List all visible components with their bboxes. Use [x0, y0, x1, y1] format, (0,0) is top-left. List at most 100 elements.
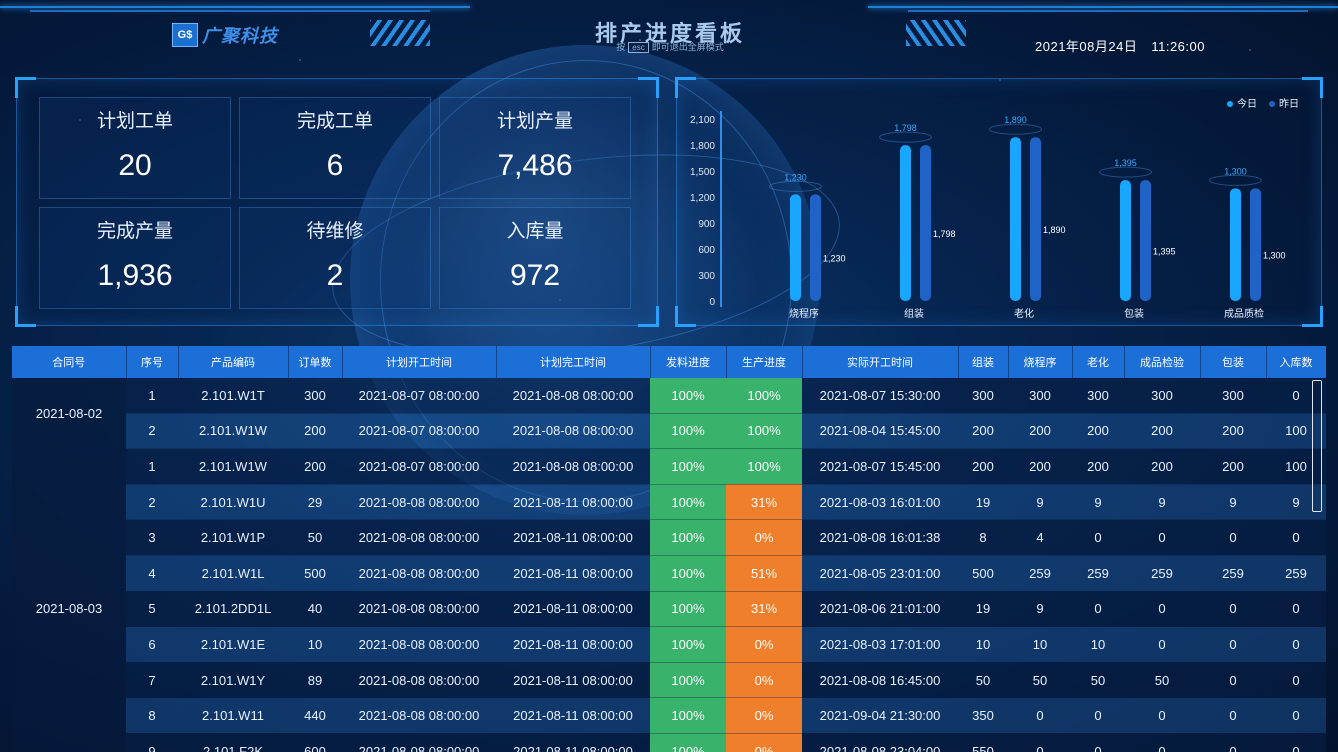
stat-value: 7,486 [497, 149, 573, 182]
header-stripes-right [906, 20, 966, 46]
y-tick-label: 1,500 [690, 167, 715, 178]
column-header[interactable]: 订单数 [288, 346, 343, 378]
table-cell: 2.101.W1W [178, 413, 288, 450]
logo: G$ 广聚科技 [172, 22, 278, 48]
column-header[interactable]: 成品检验 [1124, 346, 1201, 378]
column-header[interactable]: 组装 [958, 346, 1009, 378]
header-stripes-left [370, 20, 430, 46]
table-cell: 0 [1200, 626, 1266, 663]
contract-cell: 2021-08-03 [12, 448, 126, 752]
column-header[interactable]: 实际开工时间 [802, 346, 959, 378]
column-header[interactable]: 合同号 [12, 346, 127, 378]
corner-decoration [15, 306, 36, 327]
table-cell: 100% [650, 733, 726, 752]
table-cell: 300 [958, 378, 1008, 414]
column-header[interactable]: 入库数 [1266, 346, 1326, 378]
schedule-table-grid: 合同号 序号 产品编码 订单数 计划开工时间 计划完工时间 发料进度 生产进度 实际开工时间 组装… [12, 346, 1326, 752]
table-cell: 2021-08-07 15:45:00 [802, 448, 958, 485]
legend-label: 昨日 [1279, 99, 1299, 110]
table-row[interactable]: 6 2.101.W1E 10 2021-08-08 08:00:00 2021-08-1… [12, 626, 1326, 663]
column-header[interactable]: 老化 [1072, 346, 1125, 378]
column-header[interactable]: 包装 [1200, 346, 1267, 378]
table-cell: 259 [1008, 555, 1072, 592]
table-cell: 200 [1124, 448, 1200, 485]
table-row[interactable]: 2021-08-03 1 2.101.W1W 200 2021-08-07 08:00:… [12, 448, 1326, 752]
data-label-yesterday: 1,300 [1263, 251, 1286, 261]
table-cell: 0 [1072, 591, 1124, 628]
table-cell: 2021-08-08 08:00:00 [342, 519, 496, 556]
table-cell: 100% [650, 519, 726, 556]
table-cell: 500 [288, 555, 342, 592]
column-header[interactable]: 计划完工时间 [496, 346, 651, 378]
legend-item-today[interactable]: 今日 [1227, 95, 1257, 110]
x-category-label: 成品质检 [1224, 307, 1264, 320]
table-cell: 0 [1200, 591, 1266, 628]
table-cell: 2 [126, 413, 178, 450]
legend-item-yesterday[interactable]: 昨日 [1269, 95, 1299, 110]
bar-halo [1099, 166, 1152, 178]
table-scrollbar[interactable] [1312, 380, 1322, 512]
table-row[interactable]: 5 2.101.2DD1L 40 2021-08-08 08:00:00 2021-08… [12, 591, 1326, 628]
table-row[interactable]: 2 2.101.W1U 29 2021-08-08 08:00:00 2021-08-1… [12, 484, 1326, 521]
stat-planned-output: 计划产量 7,486 [439, 97, 631, 199]
table-cell: 2.101.W1U [178, 484, 288, 521]
table-row[interactable]: 2 2.101.W1W 200 2021-08-07 08:00:00 2021-08-… [12, 413, 1326, 450]
table-cell: 10 [958, 626, 1008, 663]
table-cell: 300 [1200, 378, 1266, 414]
table-row[interactable]: 8 2.101.W11 440 2021-08-08 08:00:00 2021-08-… [12, 697, 1326, 734]
stats-panel: 计划工单 20 完成工单 6 计划产量 7,486 完成产量 1,936 待维修… [15, 77, 659, 327]
table-cell: 9 [1124, 484, 1200, 521]
table-row[interactable]: 7 2.101.W1Y 89 2021-08-08 08:00:00 2021-08-1… [12, 662, 1326, 699]
column-header[interactable]: 序号 [126, 346, 179, 378]
table-cell: 0 [1266, 378, 1326, 414]
table-cell: 0 [1072, 519, 1124, 556]
schedule-table: 合同号 序号 产品编码 订单数 计划开工时间 计划完工时间 发料进度 生产进度 实际开工时间 组装… [12, 346, 1326, 752]
legend-label: 今日 [1237, 99, 1257, 110]
table-row[interactable]: 2021-08-02 1 2.101.W1T 300 2021-08-07 08:00:… [12, 378, 1326, 450]
table-cell: 50 [958, 662, 1008, 699]
datetime: 2021年08月24日 11:26:00 [1035, 36, 1219, 55]
table-cell: 0 [1266, 591, 1326, 628]
table-cell: 9 [1008, 591, 1072, 628]
table-cell: 9 [1266, 484, 1326, 521]
table-cell: 9 [126, 733, 178, 752]
table-header-row: 合同号 序号 产品编码 订单数 计划开工时间 计划完工时间 发料进度 生产进度 实际开工时间 组装… [12, 346, 1326, 378]
table-cell: 0% [726, 733, 802, 752]
table-cell: 3 [126, 519, 178, 556]
data-label-yesterday: 1,230 [823, 254, 846, 264]
column-header[interactable]: 生产进度 [726, 346, 803, 378]
table-cell: 2021-08-05 23:01:00 [802, 555, 958, 592]
table-cell: 2021-08-11 08:00:00 [496, 662, 650, 699]
table-cell: 300 [288, 378, 342, 414]
table-cell: 2021-08-08 08:00:00 [496, 378, 650, 414]
table-cell: 2021-08-08 08:00:00 [342, 662, 496, 699]
table-cell: 0 [1072, 697, 1124, 734]
column-header[interactable]: 产品编码 [178, 346, 289, 378]
table-cell: 100% [726, 448, 802, 485]
table-cell: 600 [288, 733, 342, 752]
column-header[interactable]: 烧程序 [1008, 346, 1073, 378]
column-header[interactable]: 计划开工时间 [342, 346, 497, 378]
table-cell: 200 [1200, 413, 1266, 450]
stat-label: 完成工单 [296, 111, 373, 132]
table-cell: 2021-08-08 08:00:00 [342, 626, 496, 663]
column-header[interactable]: 发料进度 [650, 346, 727, 378]
table-cell: 2021-08-04 15:45:00 [802, 413, 958, 450]
table-cell: 19 [958, 591, 1008, 628]
table-row[interactable]: 3 2.101.W1P 50 2021-08-08 08:00:00 2021-08-1… [12, 519, 1326, 556]
stat-label: 计划产量 [496, 111, 573, 132]
table-cell: 0 [1124, 519, 1200, 556]
table-cell: 100% [650, 662, 726, 699]
table-cell: 2021-08-03 17:01:00 [802, 626, 958, 663]
logo-badge: G$ [172, 23, 198, 47]
table-row[interactable]: 9 2.101.F2K 600 2021-08-08 08:00:00 2021-08-… [12, 733, 1326, 752]
table-cell: 100% [650, 484, 726, 521]
table-cell: 50 [1072, 662, 1124, 699]
table-cell: 9 [1008, 484, 1072, 521]
table-cell: 2021-08-11 08:00:00 [496, 484, 650, 521]
header-line-left [0, 6, 470, 8]
table-cell: 200 [1124, 413, 1200, 450]
page-title: 排产进度看板 [594, 21, 745, 46]
fullscreen-hint: 按 esc 即可退出全屏模式 [560, 40, 780, 53]
table-row[interactable]: 4 2.101.W1L 500 2021-08-08 08:00:00 2021-08-… [12, 555, 1326, 592]
